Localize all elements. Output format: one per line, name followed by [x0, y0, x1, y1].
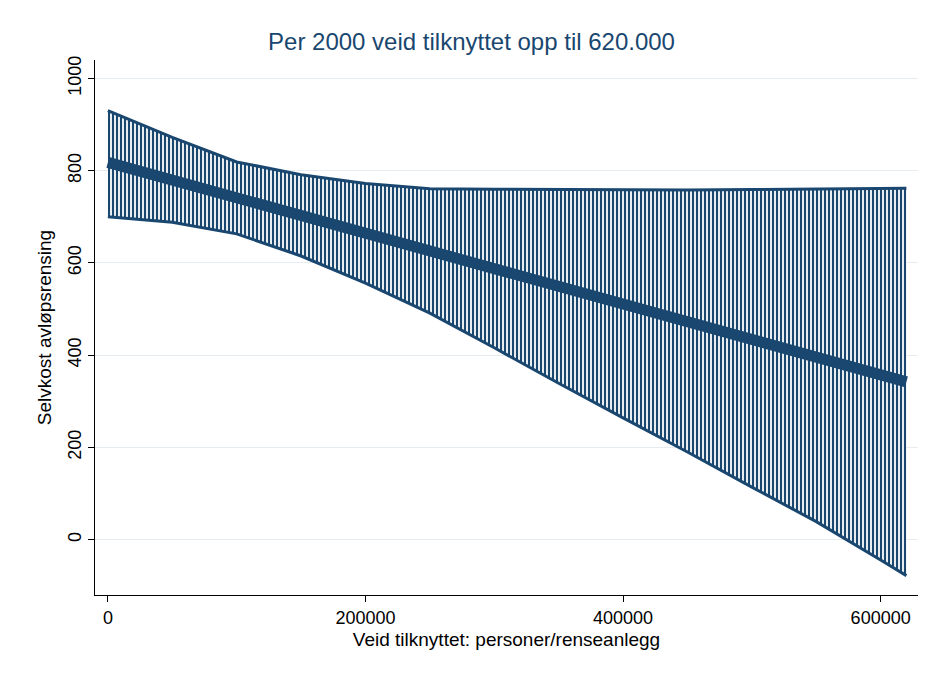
svg-text:Per 2000 veid tilknyttet opp t: Per 2000 veid tilknyttet opp til 620.000: [268, 28, 675, 55]
svg-text:800: 800: [65, 153, 85, 183]
svg-text:400000: 400000: [593, 608, 653, 628]
svg-text:600000: 600000: [851, 608, 911, 628]
svg-text:Veid tilknyttet: personer/rens: Veid tilknyttet: personer/renseanlegg: [353, 629, 660, 650]
svg-text:1000: 1000: [65, 56, 85, 96]
svg-text:400: 400: [65, 337, 85, 367]
svg-text:600: 600: [65, 245, 85, 275]
svg-text:Selvkost avløpsrensing: Selvkost avløpsrensing: [34, 230, 55, 425]
svg-text:0: 0: [103, 608, 113, 628]
svg-text:200: 200: [65, 430, 85, 460]
svg-text:0: 0: [65, 532, 85, 542]
svg-text:200000: 200000: [335, 608, 395, 628]
